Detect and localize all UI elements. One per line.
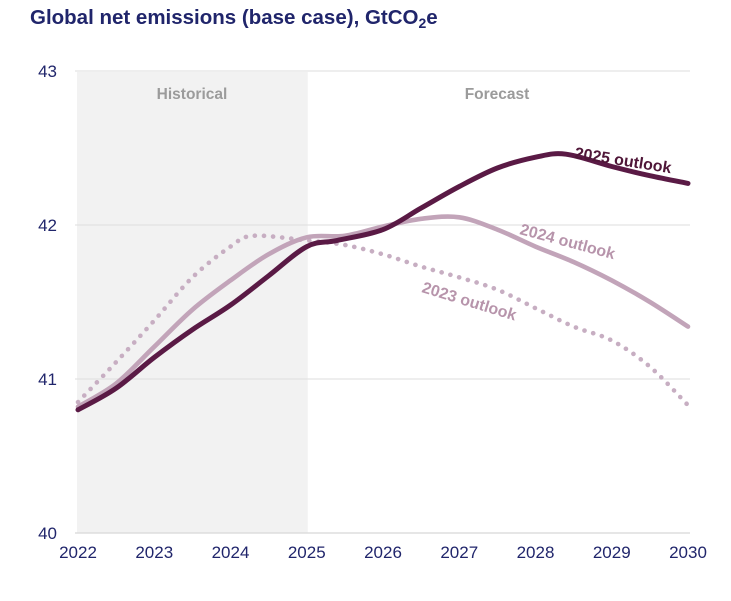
x-tick-label: 2029 [593, 543, 631, 562]
y-axis: 40 41 42 43 [38, 62, 57, 543]
series-line-2025-outlook [75, 151, 691, 413]
y-tick-label: 41 [38, 370, 57, 389]
x-tick-label: 2022 [59, 543, 97, 562]
x-tick-label: 2026 [364, 543, 402, 562]
x-tick-label: 2023 [135, 543, 173, 562]
series-label-2025-outlook: 2025 outlook [573, 145, 672, 177]
x-tick-label: 2030 [669, 543, 707, 562]
y-tick-label: 42 [38, 216, 57, 235]
x-tick-label: 2027 [440, 543, 478, 562]
y-tick-label: 43 [38, 62, 57, 81]
chart-title: Global net emissions (base case), GtCO2e [30, 4, 438, 32]
x-tick-label: 2025 [288, 543, 326, 562]
historical-band [77, 72, 308, 533]
x-axis: 2022 2023 2024 2025 2026 2027 2028 2029 2030 [59, 543, 707, 562]
gridlines [75, 70, 690, 534]
series-label-2023-outlook: 2023 outlook [420, 280, 519, 325]
chart-title-suffix: e [426, 6, 438, 29]
historical-region-label: Historical [157, 86, 228, 103]
series-line-2023-outlook [75, 233, 691, 408]
series-line-2024-outlook [75, 214, 691, 409]
chart-title-text: Global net emissions (base case), GtCO [30, 6, 419, 29]
chart-title-subscript: 2 [418, 15, 427, 31]
forecast-region-label: Forecast [465, 86, 530, 103]
x-tick-label: 2024 [212, 543, 250, 562]
x-tick-label: 2028 [517, 543, 555, 562]
y-tick-label: 40 [38, 524, 57, 543]
